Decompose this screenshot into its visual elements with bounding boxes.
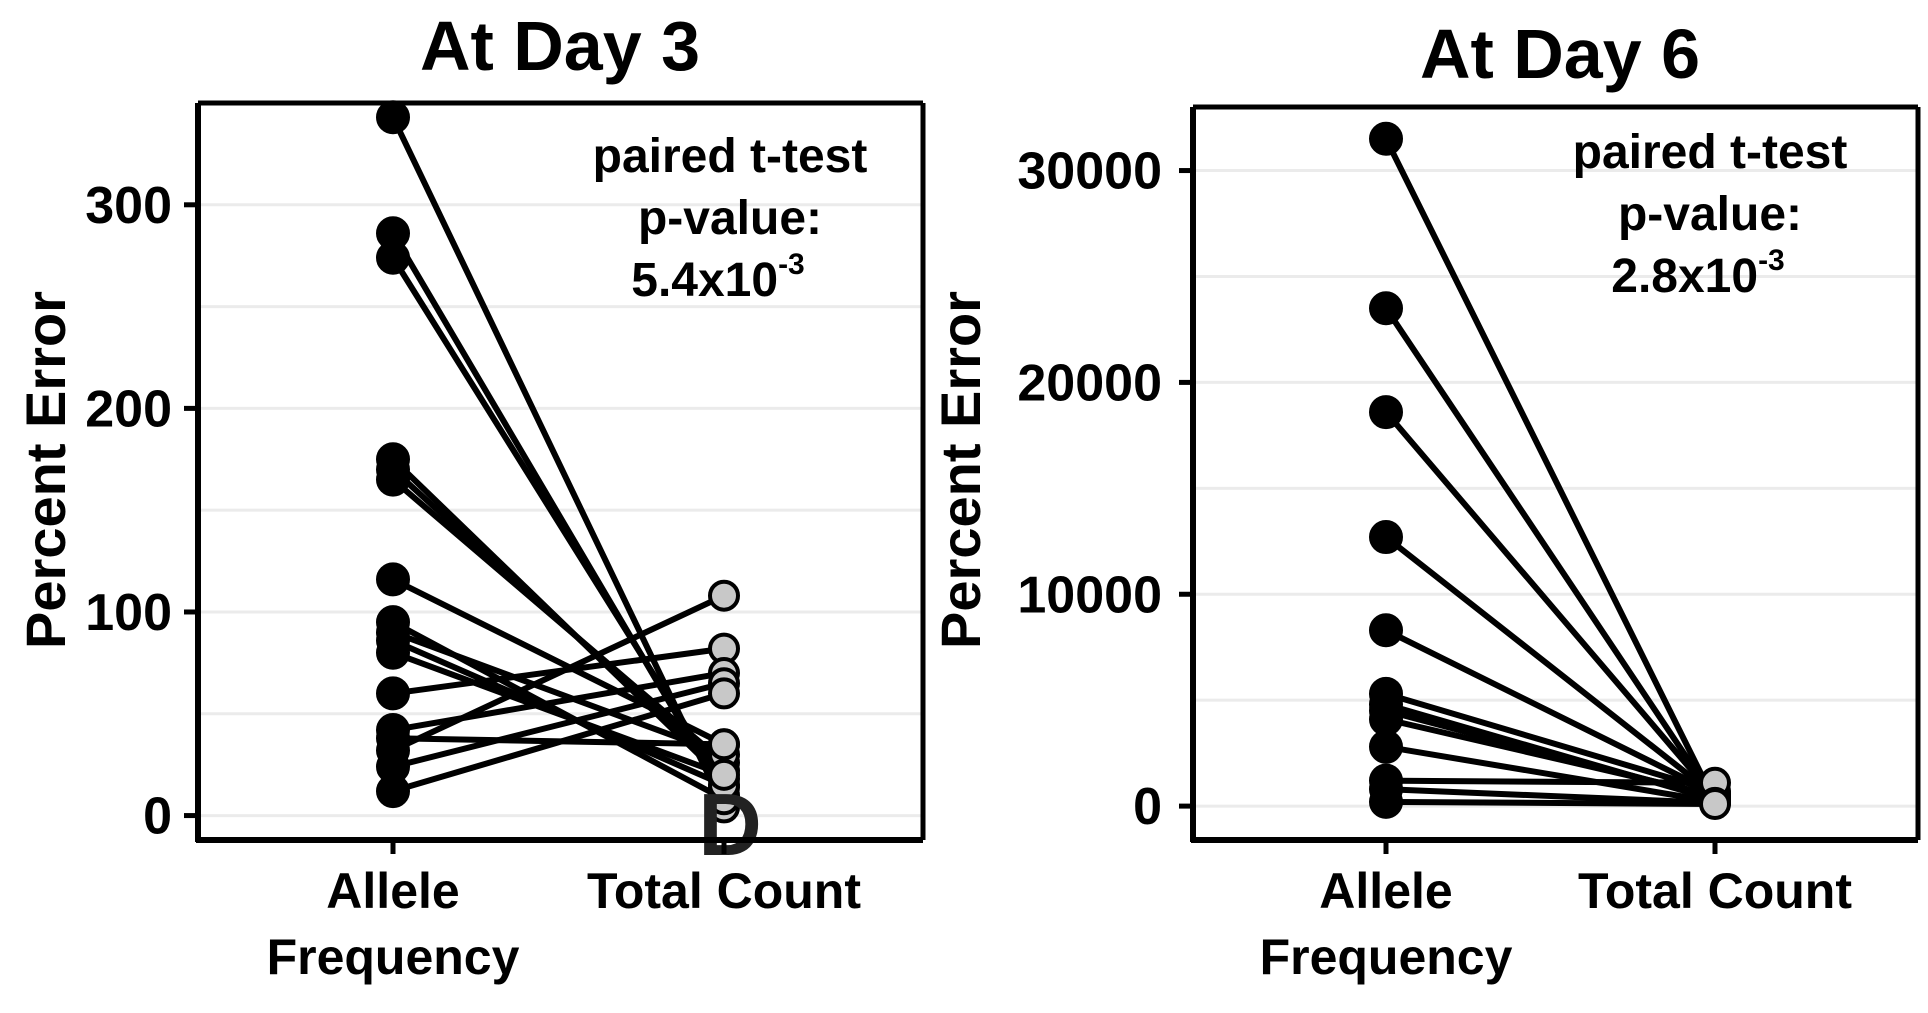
y-tick-label: 300 (85, 177, 172, 235)
annotation-line: paired t-test (593, 130, 868, 183)
points-total-count (1699, 766, 1731, 820)
x-ticks: Allele Frequency Total Count (1260, 840, 1852, 985)
point-allele-frequency-11 (376, 635, 410, 670)
series-line-17 (390, 690, 727, 795)
point-allele-frequency-7 (376, 562, 410, 597)
point-allele-frequency-6 (376, 462, 410, 497)
series-line-7 (390, 576, 727, 748)
annotation-pvalue: 2.8x10-3 (1611, 244, 1785, 303)
annotation-pvalue: 5.4x10-3 (631, 248, 805, 307)
series-lines (390, 114, 727, 811)
point-allele-frequency-17 (376, 774, 410, 809)
series-line-16 (390, 680, 727, 770)
point-allele-frequency-12 (376, 676, 410, 711)
series-line-13 (1383, 798, 1718, 807)
series-line-3 (1383, 409, 1718, 801)
y-ticks: 0 100 200 300 (85, 177, 198, 846)
y-tick-label: 100 (85, 584, 172, 642)
series-line-10 (1383, 743, 1718, 805)
point-allele-frequency-2 (1369, 291, 1403, 326)
series-lines (1383, 135, 1718, 807)
y-tick-label: 20000 (1017, 354, 1162, 412)
y-tick-label: 10000 (1017, 566, 1162, 624)
pvalue-exponent: -3 (1758, 244, 1785, 277)
series-line-1 (1383, 135, 1718, 805)
pvalue-base: 5.4x10 (631, 254, 778, 307)
series-line-6 (1383, 690, 1718, 795)
chart-title: At Day 6 (1420, 15, 1700, 93)
series-line-9 (390, 629, 727, 758)
point-allele-frequency-1 (1369, 121, 1403, 156)
point-allele-frequency-4 (1369, 520, 1403, 555)
point-allele-frequency-3 (1369, 395, 1403, 430)
x-tick-label: Frequency (267, 929, 520, 985)
x-ticks: Allele Frequency Total Count (267, 840, 861, 985)
series-line-15 (390, 592, 727, 754)
point-total-count-14 (708, 728, 740, 761)
point-total-count-11 (708, 758, 740, 791)
series-line-2 (1383, 305, 1718, 803)
x-tick-label: Total Count (1578, 863, 1852, 919)
series-line-12 (1383, 786, 1718, 806)
point-total-count-17 (708, 677, 740, 710)
series-line-11 (390, 649, 727, 778)
gridlines (1193, 169, 1918, 808)
y-tick-label: 0 (1133, 778, 1162, 836)
annotation-line: p-value: (638, 192, 822, 245)
annotation-line: paired t-test (1573, 126, 1848, 179)
points-allele-frequency (1369, 121, 1403, 819)
point-allele-frequency-3 (376, 240, 410, 275)
x-tick-label: Allele (326, 863, 459, 919)
point-total-count-15 (708, 579, 740, 612)
x-tick-label: Frequency (1260, 929, 1513, 985)
point-allele-frequency-10 (1369, 729, 1403, 764)
point-total-count-13 (1699, 787, 1731, 820)
y-ticks: 0 10000 20000 30000 (1017, 143, 1193, 836)
point-allele-frequency-1 (376, 100, 410, 135)
pvalue-exponent: -3 (778, 248, 805, 281)
y-tick-label: 0 (143, 788, 172, 846)
x-tick-label: Allele (1319, 863, 1452, 919)
chart-panel-2: 0 10000 20000 30000 Allele Frequency Total Cou… (929, 15, 1921, 985)
chart-panel-1: D 0 100 200 300 Allele Frequency Total Count Per… (14, 7, 926, 985)
y-tick-label: 200 (85, 380, 172, 438)
annotation-line: p-value: (1618, 188, 1802, 241)
series-line-1 (390, 114, 727, 811)
point-allele-frequency-5 (1369, 613, 1403, 648)
series-line-13 (390, 670, 727, 734)
plot-background (1193, 107, 1918, 840)
series-line-5 (1383, 627, 1718, 797)
points-allele-frequency (376, 100, 410, 809)
y-tick-label: 30000 (1017, 143, 1162, 201)
series-line-11 (1383, 777, 1718, 786)
series-line-4 (1383, 534, 1718, 799)
chart-title: At Day 3 (420, 7, 700, 85)
points-total-count (708, 579, 740, 824)
y-axis-label: Percent Error (14, 291, 77, 649)
panel-letter: D (698, 775, 762, 874)
x-tick-label: Total Count (587, 863, 861, 919)
point-allele-frequency-13 (1369, 784, 1403, 819)
pvalue-base: 2.8x10 (1611, 250, 1758, 303)
y-axis-label: Percent Error (929, 291, 992, 649)
